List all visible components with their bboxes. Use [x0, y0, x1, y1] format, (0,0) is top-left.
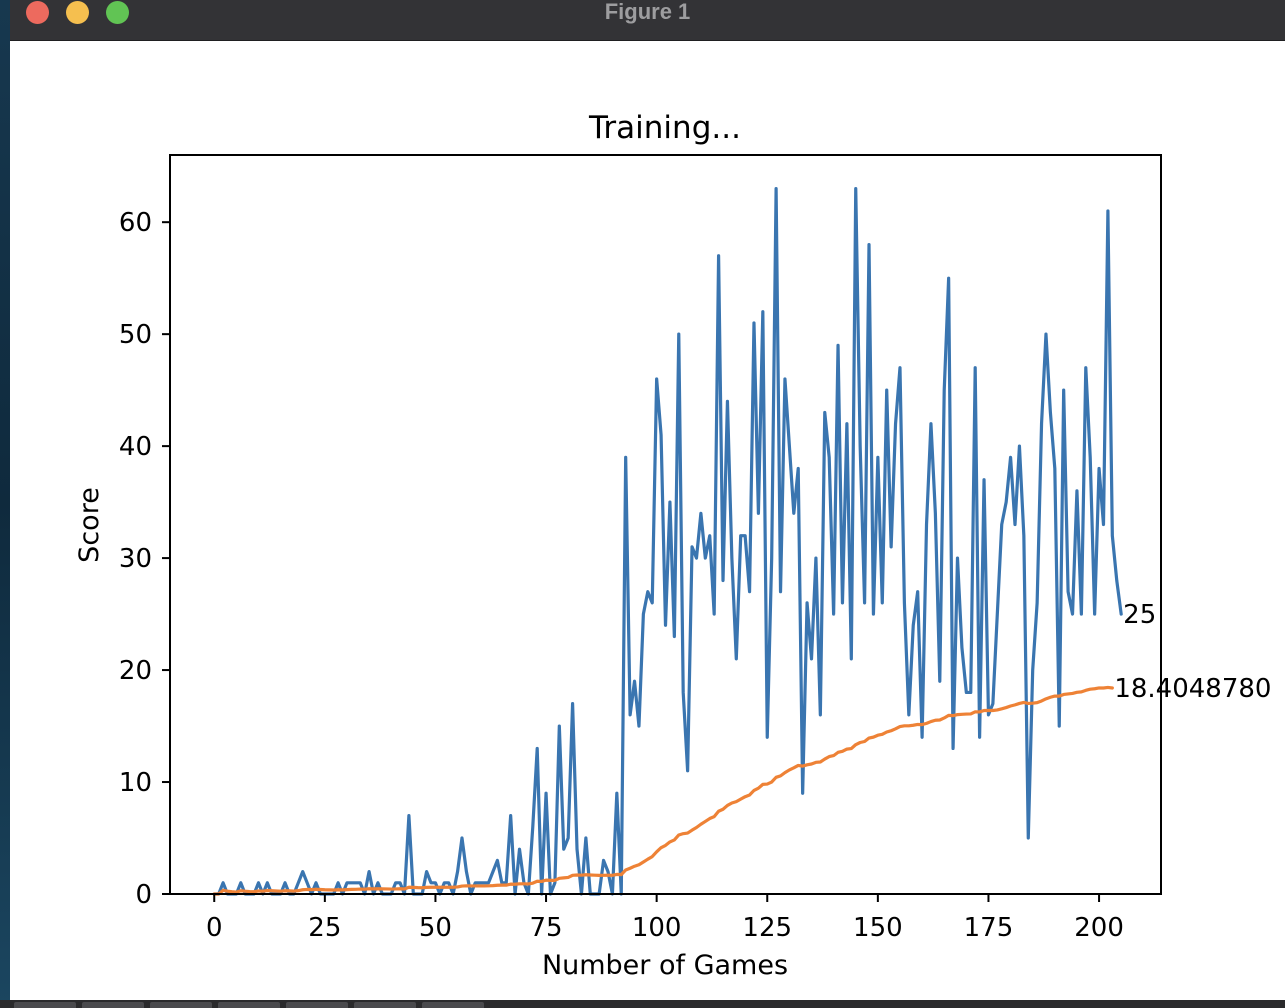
axes-frame: [169, 154, 1162, 895]
taskbar-tab[interactable]: [286, 1002, 348, 1008]
taskbar-tab[interactable]: [150, 1002, 212, 1008]
zoom-window-button[interactable]: [106, 1, 129, 24]
minimize-window-button[interactable]: [66, 1, 89, 24]
series-layer: [212, 186, 1123, 896]
x-tick-label: 100: [632, 913, 682, 943]
close-window-button[interactable]: [26, 1, 49, 24]
y-tick-label: 30: [119, 544, 152, 574]
x-tick-label: 0: [206, 913, 223, 943]
figure-window: Figure 1 0 25 50 75 100 125 150 175 200 0 10 20 30 40…: [10, 0, 1285, 1000]
y-axis-label: Score: [74, 487, 105, 563]
x-tick-label: 50: [419, 913, 452, 943]
x-tick-label: 25: [308, 913, 341, 943]
x-axis-label: Number of Games: [542, 950, 788, 981]
series-line-0: [212, 186, 1123, 896]
taskbar-tab[interactable]: [14, 1002, 76, 1008]
y-tick-label: 50: [119, 320, 152, 350]
y-tick-label: 0: [135, 880, 152, 910]
x-tick-label: 200: [1074, 913, 1124, 943]
training-chart: 0 25 50 75 100 125 150 175 200 0 10 20 30 40 50 60 25 18…: [74, 110, 1271, 981]
x-tick-label: 125: [742, 913, 792, 943]
y-tick-label: 10: [119, 768, 152, 798]
series-line-1: [212, 685, 1114, 896]
x-tick-label: 75: [530, 913, 563, 943]
x-tick-label: 150: [853, 913, 903, 943]
window-title: Figure 1: [604, 0, 691, 24]
chart-title: Training...: [588, 110, 741, 146]
title-bar[interactable]: Figure 1: [10, 0, 1285, 41]
tick-layer: 0 25 50 75 100 125 150 175 200 0 10 20 30 40 50 60: [119, 208, 1124, 943]
taskbar-tab[interactable]: [422, 1002, 484, 1008]
taskbar-tab[interactable]: [354, 1002, 416, 1008]
taskbar-tab[interactable]: [82, 1002, 144, 1008]
series-0-end-label: 25: [1123, 600, 1156, 630]
taskbar-tab[interactable]: [218, 1002, 280, 1008]
label-layer: 25 18.4048780: [1114, 600, 1271, 704]
y-tick-label: 40: [119, 432, 152, 462]
desktop-background: [0, 0, 10, 1008]
x-tick-label: 175: [964, 913, 1014, 943]
taskbar: [0, 1000, 1285, 1008]
y-tick-label: 60: [119, 208, 152, 238]
series-1-end-label: 18.4048780: [1114, 674, 1271, 704]
y-tick-label: 20: [119, 656, 152, 686]
